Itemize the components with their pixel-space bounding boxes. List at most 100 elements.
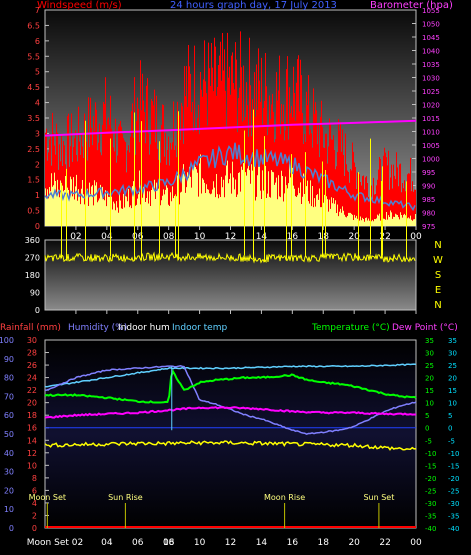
temp-tick-label: -15 [425, 462, 436, 470]
humidity-tick-label: 20 [4, 486, 14, 495]
wind-tick-label: 0 [35, 222, 40, 231]
time-tick-label: 08 [163, 232, 175, 242]
temp-tick-label: -40 [425, 525, 436, 533]
baro-tick-label: 1055 [422, 7, 440, 15]
panel3-frame [44, 339, 417, 529]
dew-tick-label: 25 [448, 362, 457, 370]
temp-tick-label: 0 [425, 425, 429, 433]
compass-letter: N [434, 300, 441, 311]
time-tick-label: 00 [410, 538, 422, 548]
baro-tick-label: 995 [422, 169, 435, 177]
compass-letter: W [433, 255, 443, 266]
dew-tick-label: 10 [448, 400, 457, 408]
wind-tick-label: 0.5 [27, 207, 40, 216]
baro-tick-label: 980 [422, 210, 435, 218]
direction-tick-label: 270 [25, 254, 40, 263]
dew-tick-label: -5 [448, 437, 455, 445]
time-tick-label: 10 [194, 232, 206, 242]
dew-tick-label: 30 [448, 350, 457, 358]
baro-tick-label: 1020 [422, 102, 440, 110]
temp-tick-label: -5 [425, 437, 432, 445]
time-tick-label: 20 [348, 538, 360, 548]
baro-tick-label: 1045 [422, 34, 440, 42]
baro-tick-label: 1050 [422, 21, 440, 29]
temp-tick-label: -35 [425, 512, 436, 520]
wind-average-line [44, 142, 416, 212]
dew-tick-label: -25 [448, 487, 459, 495]
time-tick-label: 16 [287, 538, 299, 548]
compass-letter: S [435, 270, 441, 281]
rain-tick-label: 14 [27, 436, 37, 445]
time-tick-label: 08 [163, 538, 175, 548]
baro-tick-label: 1040 [422, 48, 440, 56]
time-tick-label: 14 [256, 232, 268, 242]
dew-tick-label: 20 [448, 375, 457, 383]
baro-tick-label: 1025 [422, 88, 440, 96]
indoor-humidity-line [44, 363, 417, 388]
panel2-frame [44, 239, 417, 311]
rain-tick-label: 22 [27, 386, 37, 395]
rain-tick-label: 0 [32, 524, 37, 533]
humidity-tick-label: 100 [0, 336, 14, 345]
rain-tick-label: 20 [27, 399, 37, 408]
rain-tick-label: 18 [27, 411, 37, 420]
rainfall-line [44, 440, 417, 451]
humidity-tick-label: 50 [4, 430, 14, 439]
time-tick-label: 16 [287, 232, 299, 242]
rain-tick-label: 26 [27, 361, 37, 370]
dew-tick-label: 5 [448, 412, 452, 420]
dew-tick-label: -10 [448, 450, 459, 458]
temp-tick-label: 25 [425, 362, 434, 370]
temp-tick-label: 15 [425, 387, 434, 395]
humidity-tick-label: 70 [4, 392, 14, 401]
compass-letter: N [434, 240, 441, 251]
humidity-tick-label: 60 [4, 411, 14, 420]
time-tick-label: 04 [101, 232, 113, 242]
time-tick-label: 00 [410, 232, 422, 242]
wind-direction-trace [44, 251, 416, 264]
time-tick-label: 12 [225, 538, 236, 548]
rain-tick-label: 30 [27, 336, 37, 345]
humidity-tick-label: 0 [9, 524, 14, 533]
time-tick-label: 12 [225, 232, 236, 242]
time-tick-label: 04 [101, 538, 113, 548]
wind-tick-label: 4.5 [27, 83, 40, 92]
barometer-axis-title: Barometer (hpa) [370, 0, 453, 11]
baro-tick-label: 1000 [422, 156, 440, 164]
time-tick-label: 02 [70, 232, 81, 242]
direction-tick-label: 180 [25, 271, 40, 280]
baro-tick-label: 1035 [422, 61, 440, 69]
compass-letter: E [435, 285, 441, 296]
humidity-axis-title: Humidity (%) [68, 323, 127, 333]
wind-tick-label: 1 [35, 191, 40, 200]
wind-tick-label: 3.5 [27, 114, 40, 123]
dew-point-line [44, 406, 416, 419]
rain-tick-label: 2 [32, 511, 37, 520]
dew-tick-label: -30 [448, 500, 459, 508]
wind-tick-label: 4 [35, 99, 40, 108]
dew-tick-label: -40 [448, 525, 459, 533]
temp-tick-label: 20 [425, 375, 434, 383]
rainfall-axis-title: Rainfall (mm) [0, 323, 61, 333]
baro-tick-label: 990 [422, 183, 435, 191]
humidity-tick-label: 10 [4, 505, 14, 514]
event-label: Sun Rise [108, 493, 143, 502]
dew-point-axis-title: Dew Point (°C) [392, 323, 458, 333]
baro-tick-label: 1030 [422, 75, 440, 83]
time-tick-label: 06 [132, 232, 144, 242]
graph-title: 24 hours graph day, 17 July 2013 [170, 0, 337, 11]
dew-tick-label: 15 [448, 387, 457, 395]
temp-tick-label: 35 [425, 337, 434, 345]
temp-tick-label: 10 [425, 400, 434, 408]
rain-tick-label: 10 [27, 461, 37, 470]
indoor-temp-title: Indoor temp [172, 323, 227, 333]
temp-tick-label: -25 [425, 487, 436, 495]
dew-tick-label: 0 [448, 425, 452, 433]
wind-tick-label: 1.5 [27, 176, 40, 185]
temperature-axis-title: Temperature (°C) [311, 323, 390, 333]
humidity-tick-label: 80 [4, 374, 14, 383]
temp-tick-label: 5 [425, 412, 429, 420]
humidity-tick-label: 90 [4, 355, 14, 364]
wind-tick-label: 6.5 [27, 21, 40, 30]
time-tick-label: 20 [348, 232, 360, 242]
